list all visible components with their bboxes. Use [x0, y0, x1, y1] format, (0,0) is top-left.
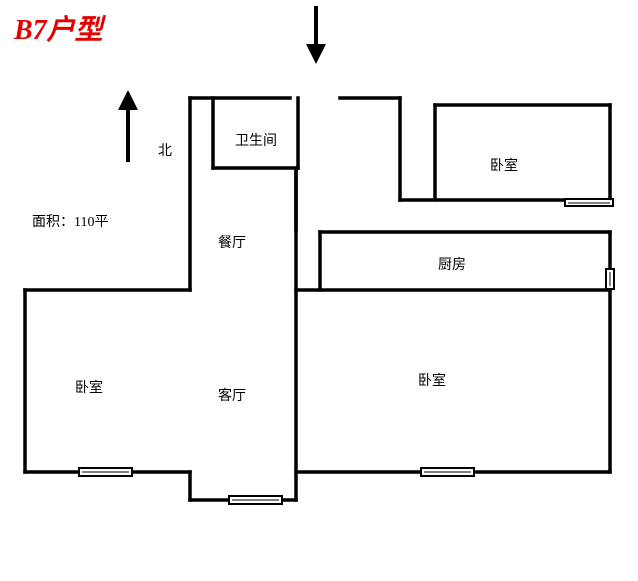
- room-label: 餐厅: [218, 232, 246, 252]
- room-label: 卧室: [418, 370, 446, 390]
- room-label: 客厅: [218, 385, 246, 405]
- window-marker: [605, 268, 615, 290]
- room-label: 卫生间: [235, 130, 277, 150]
- room-label: 卧室: [490, 155, 518, 175]
- window-marker: [228, 495, 283, 505]
- window-marker: [564, 198, 614, 207]
- room-label: 厨房: [438, 254, 466, 274]
- window-marker: [78, 467, 133, 477]
- window-marker: [420, 467, 475, 477]
- floor-plan: [0, 0, 638, 581]
- room-label: 卧室: [75, 377, 103, 397]
